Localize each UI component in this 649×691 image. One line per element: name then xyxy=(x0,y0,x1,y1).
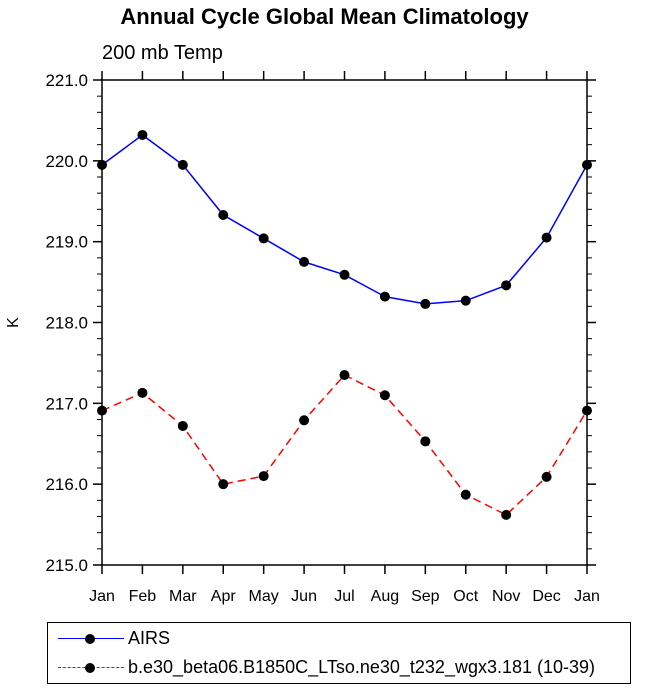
y-tick-labels: 215.0 216.0 217.0 218.0 219.0 220.0 221.0 xyxy=(45,71,88,575)
legend-marker-airs xyxy=(85,634,95,644)
chart-subtitle: 200 mb Temp xyxy=(102,42,223,64)
legend-label-model: b.e30_beta06.B1850C_LTso.ne30_t232_wgx3.… xyxy=(128,657,596,677)
y-tick-label: 215.0 xyxy=(45,556,88,575)
data-point-series-0 xyxy=(379,291,390,302)
x-tick-label: Mar xyxy=(169,588,197,605)
data-point-series-0 xyxy=(582,159,592,170)
y-tick-label: 216.0 xyxy=(45,475,88,494)
x-tick-label: Apr xyxy=(211,588,237,605)
series-line-1 xyxy=(101,374,588,516)
x-tick-labels: Jan Feb Mar Apr May Jun Jul Aug Sep Oct Nov Dec Jan xyxy=(89,588,600,605)
series-layer xyxy=(97,129,592,520)
legend-item-model: b.e30_beta06.B1850C_LTso.ne30_t232_wgx3.… xyxy=(48,654,630,682)
data-point-series-1 xyxy=(137,387,148,398)
y-tick-label: 218.0 xyxy=(45,314,88,333)
y-tick-label: 220.0 xyxy=(45,152,88,171)
minor-ticks xyxy=(97,95,592,550)
x-tick-label: May xyxy=(249,588,279,605)
x-tick-label: Aug xyxy=(371,588,399,605)
data-point-series-0 xyxy=(97,159,107,170)
data-point-series-1 xyxy=(582,405,592,416)
data-point-series-1 xyxy=(541,471,552,482)
x-tick-label: Nov xyxy=(492,588,520,605)
x-tick-label: Feb xyxy=(129,588,157,605)
legend-item-airs: AIRS xyxy=(48,625,630,653)
legend-marker-model xyxy=(85,663,95,673)
data-point-series-0 xyxy=(137,129,148,140)
y-tick-label: 221.0 xyxy=(45,71,88,90)
legend-label-airs: AIRS xyxy=(128,628,171,648)
data-point-series-1 xyxy=(420,436,431,447)
major-ticks xyxy=(93,71,596,574)
data-point-series-1 xyxy=(299,415,310,426)
data-point-series-0 xyxy=(420,298,431,309)
x-tick-label: Sep xyxy=(411,588,440,605)
data-point-series-0 xyxy=(541,232,552,243)
data-point-series-0 xyxy=(339,269,350,280)
data-point-series-0 xyxy=(299,256,310,267)
data-point-series-1 xyxy=(218,479,229,490)
x-tick-label: Jan xyxy=(574,588,600,605)
x-tick-label: Jan xyxy=(89,588,115,605)
plot-frame xyxy=(101,79,588,566)
data-point-series-0 xyxy=(501,280,512,291)
data-point-series-1 xyxy=(177,420,188,431)
data-point-series-1 xyxy=(258,471,269,482)
line-chart: 215.0 216.0 217.0 218.0 219.0 220.0 221.0 Jan F… xyxy=(5,71,600,605)
data-point-series-0 xyxy=(218,209,229,220)
data-point-series-0 xyxy=(460,295,471,306)
y-tick-label: 217.0 xyxy=(45,394,88,413)
data-point-series-1 xyxy=(339,370,350,381)
data-point-series-1 xyxy=(501,509,512,520)
chart-title: Annual Cycle Global Mean Climatology xyxy=(120,4,529,29)
x-tick-label: Oct xyxy=(453,588,478,605)
y-tick-label: 219.0 xyxy=(45,233,88,252)
data-point-series-1 xyxy=(460,489,471,500)
y-axis-label: K xyxy=(5,317,22,328)
x-tick-label: Jul xyxy=(334,588,354,605)
x-tick-label: Jun xyxy=(291,588,317,605)
data-point-series-0 xyxy=(258,233,269,244)
x-tick-label: Dec xyxy=(532,588,560,605)
legend: AIRS b.e30_beta06.B1850C_LTso.ne30_t232_… xyxy=(47,622,631,684)
data-point-series-0 xyxy=(177,159,188,170)
data-point-series-1 xyxy=(379,390,390,401)
data-point-series-1 xyxy=(97,405,107,416)
